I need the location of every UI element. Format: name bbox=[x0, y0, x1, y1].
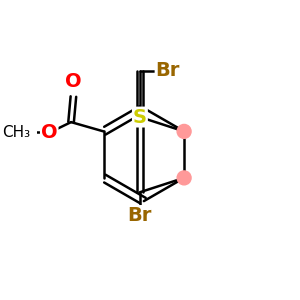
Circle shape bbox=[177, 124, 191, 138]
Text: Br: Br bbox=[128, 206, 152, 225]
Text: O: O bbox=[41, 123, 58, 142]
Text: O: O bbox=[65, 72, 82, 91]
Text: S: S bbox=[133, 107, 147, 127]
Text: CH₃: CH₃ bbox=[2, 125, 30, 140]
Text: Br: Br bbox=[156, 61, 180, 80]
Circle shape bbox=[177, 171, 191, 185]
